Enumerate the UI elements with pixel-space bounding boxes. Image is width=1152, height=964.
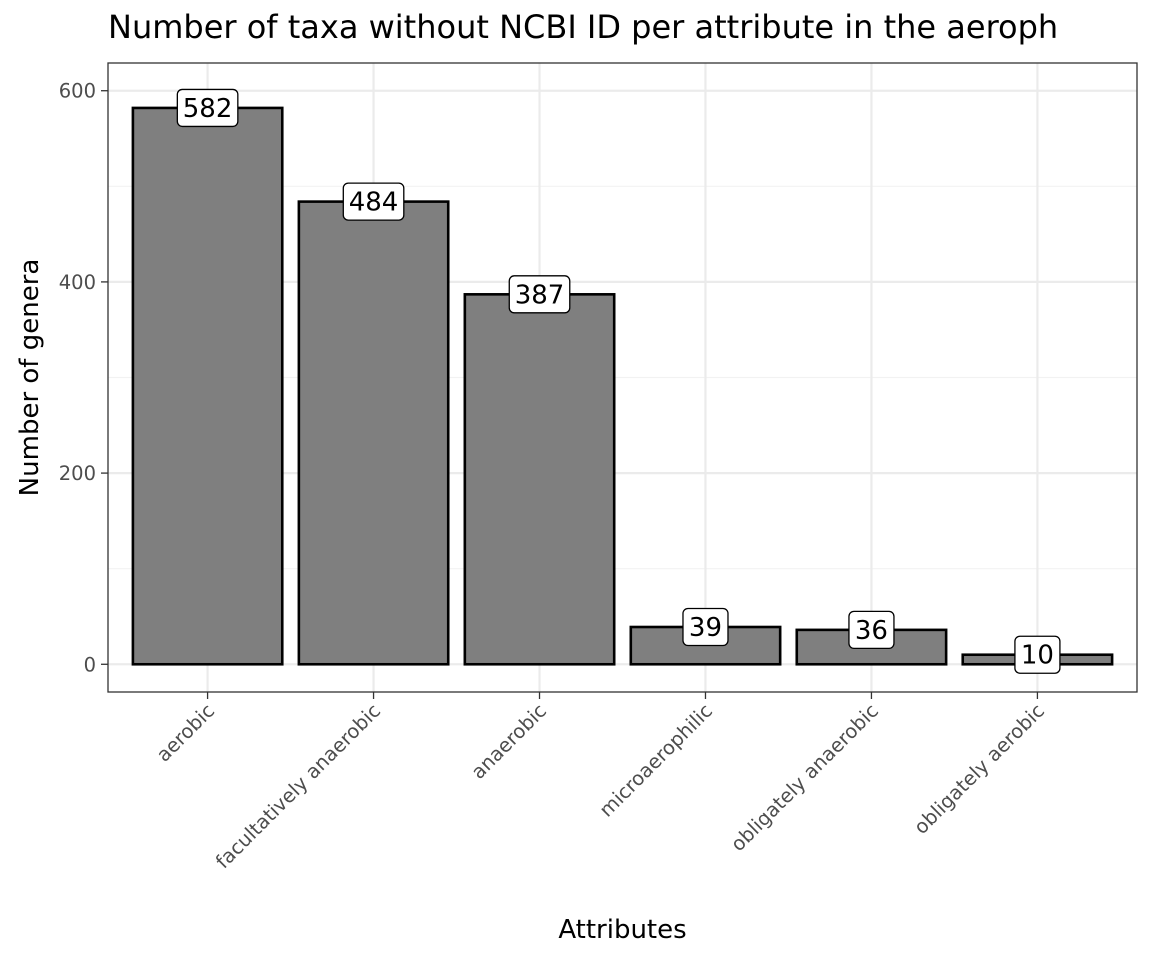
y-tick-label: 0 <box>84 653 96 676</box>
data-label-box <box>342 182 405 221</box>
data-label-box <box>508 275 571 314</box>
data-label: 582 <box>176 88 239 128</box>
data-label-box <box>848 610 895 650</box>
chart-title: Number of taxa without NCBI ID per attri… <box>108 8 1059 46</box>
data-label-text: 387 <box>515 280 565 310</box>
data-label-text: 484 <box>349 188 399 218</box>
data-label: 39 <box>682 607 729 647</box>
y-tick-label: 600 <box>59 80 96 103</box>
panel-border <box>107 62 1138 693</box>
x-tick-label: obligately anaerobic <box>726 699 883 856</box>
x-tick-label: obligately aerobic <box>909 699 1048 838</box>
x-axis-title: Attributes <box>558 915 686 945</box>
data-label: 484 <box>342 182 405 221</box>
data-label-box <box>176 88 239 128</box>
data-label-box <box>1014 635 1061 674</box>
x-tick-label: anaerobic <box>467 699 551 783</box>
bar-facultatively-anaerobic <box>297 200 450 666</box>
data-label: 10 <box>1014 635 1061 674</box>
x-tick-label: microaerophilic <box>595 699 717 821</box>
bar-anaerobic <box>463 293 616 666</box>
y-tick-label: 200 <box>59 462 96 485</box>
y-tick-label: 400 <box>59 271 96 294</box>
data-label-text: 36 <box>855 616 888 646</box>
data-label: 387 <box>508 275 571 314</box>
data-label-text: 39 <box>689 613 722 643</box>
x-tick-label: facultatively anaerobic <box>211 699 385 873</box>
data-label: 36 <box>848 610 895 650</box>
data-label-box <box>682 607 729 647</box>
bar-aerobic <box>131 106 284 666</box>
data-label-text: 10 <box>1021 641 1054 671</box>
y-axis-title: Number of genera <box>15 259 45 497</box>
x-tick-label: aerobic <box>152 699 219 766</box>
data-label-text: 582 <box>183 94 233 124</box>
